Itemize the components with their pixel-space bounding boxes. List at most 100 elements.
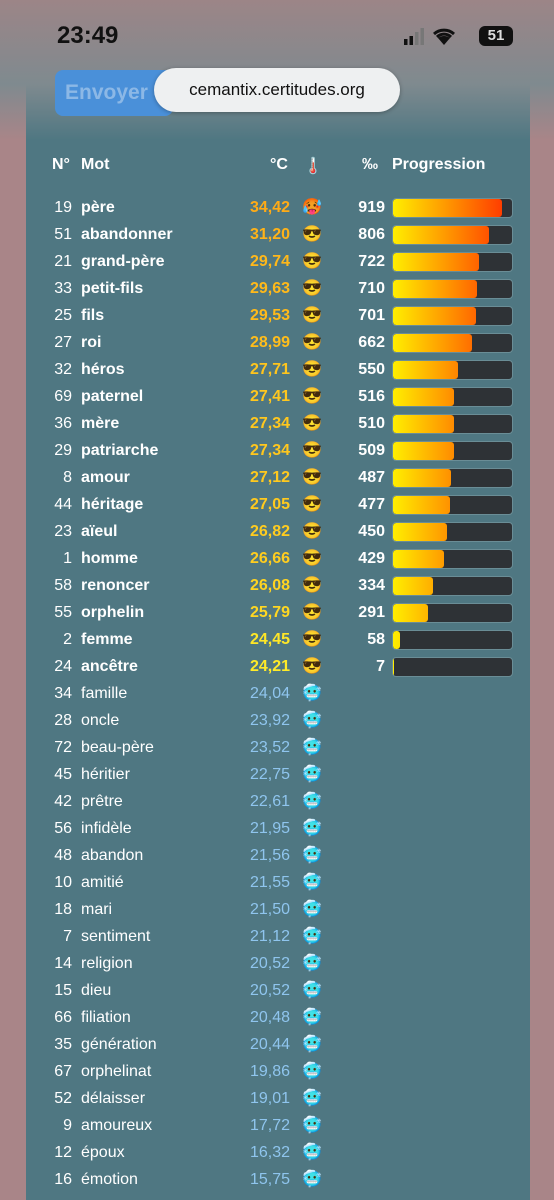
progress-track (392, 468, 513, 488)
progression-value: 429 (358, 550, 385, 567)
temperature: 21,50 (249, 901, 290, 918)
word: renoncer (81, 577, 150, 594)
temperature-emoji: 😎 (302, 550, 322, 567)
temperature: 19,01 (249, 1090, 290, 1107)
temperature-emoji: 🥶 (302, 847, 322, 864)
word: fils (81, 307, 105, 324)
temperature: 16,32 (249, 1144, 290, 1161)
progress-track (392, 387, 513, 407)
progress-bar (393, 415, 454, 433)
temperature: 23,92 (249, 712, 290, 729)
word: famille (81, 685, 128, 702)
temperature-emoji: 🥶 (302, 820, 322, 837)
progress-track (392, 441, 513, 461)
temperature: 20,52 (249, 955, 290, 972)
header-number: N° (52, 156, 70, 173)
row-number: 52 (54, 1090, 72, 1107)
temperature: 27,34 (249, 415, 290, 432)
progress-track (392, 225, 513, 245)
progression-value: 662 (358, 334, 385, 351)
word: religion (81, 955, 133, 972)
send-button[interactable]: Envoyer (55, 70, 173, 116)
temperature: 21,56 (249, 847, 290, 864)
progress-track (392, 198, 513, 218)
temperature: 24,45 (249, 631, 290, 648)
progress-track (392, 333, 513, 353)
temperature-emoji: 🥶 (302, 1063, 322, 1080)
signal-wifi (404, 28, 455, 45)
temperature-emoji: 😎 (302, 469, 322, 486)
row-number: 67 (54, 1063, 72, 1080)
row-number: 36 (54, 415, 72, 432)
temperature: 29,53 (249, 307, 290, 324)
word: délaisser (81, 1090, 146, 1107)
clock: 23:49 (57, 22, 119, 49)
progress-bar (393, 631, 400, 649)
word: petit-fils (81, 280, 144, 297)
word: homme (81, 550, 138, 567)
temperature-emoji: 🥶 (302, 712, 322, 729)
progress-bar (393, 469, 451, 487)
row-number: 42 (54, 793, 72, 810)
progression-value: 291 (358, 604, 385, 621)
word: roi (81, 334, 102, 351)
row-number: 27 (54, 334, 72, 351)
progress-bar (393, 550, 445, 568)
temperature-emoji: 🥶 (302, 955, 322, 972)
temperature: 27,34 (249, 442, 290, 459)
url-bar[interactable]: cemantix.certitudes.org (154, 68, 400, 112)
temperature-emoji: 🥶 (302, 928, 322, 945)
temperature-emoji: 😎 (302, 361, 322, 378)
row-number: 51 (54, 226, 72, 243)
temperature-emoji: 😎 (302, 253, 322, 270)
progression-value: 58 (367, 631, 385, 648)
temperature: 27,12 (249, 469, 290, 486)
progression-value: 806 (358, 226, 385, 243)
header-thermometer: 🌡️ (303, 158, 323, 175)
word: aïeul (81, 523, 118, 540)
row-number: 44 (54, 496, 72, 513)
row-number: 16 (54, 1171, 72, 1188)
temperature-emoji: 😎 (302, 496, 322, 513)
temperature-emoji: 😎 (302, 226, 322, 243)
word: père (81, 199, 115, 216)
temperature-emoji: 😎 (302, 658, 322, 675)
progress-bar (393, 199, 503, 217)
temperature: 22,61 (249, 793, 290, 810)
temperature: 26,66 (249, 550, 290, 567)
progress-track (392, 576, 513, 596)
temperature-emoji: 😎 (302, 334, 322, 351)
row-number: 28 (54, 712, 72, 729)
progress-bar (393, 577, 433, 595)
temperature-emoji: 😎 (302, 604, 322, 621)
word: héros (81, 361, 125, 378)
progress-bar (393, 253, 479, 271)
temperature-emoji: 🥶 (302, 1117, 322, 1134)
word: beau-père (81, 739, 154, 756)
header-permille: ‰ (362, 156, 378, 173)
progression-value: 487 (358, 469, 385, 486)
progress-bar (393, 658, 394, 676)
row-number: 10 (54, 874, 72, 891)
row-number: 69 (54, 388, 72, 405)
word: dieu (81, 982, 112, 999)
temperature-emoji: 🥶 (302, 901, 322, 918)
word: amoureux (81, 1117, 153, 1134)
progress-track (392, 603, 513, 623)
progress-track (392, 522, 513, 542)
word: prêtre (81, 793, 123, 810)
row-number: 25 (54, 307, 72, 324)
temperature: 23,52 (249, 739, 290, 756)
temperature-emoji: 🥶 (302, 1036, 322, 1053)
row-number: 21 (54, 253, 72, 270)
progress-bar (393, 523, 447, 541)
word: amour (81, 469, 130, 486)
header-temp: °C (270, 156, 288, 173)
progression-value: 550 (358, 361, 385, 378)
progress-bar (393, 604, 428, 622)
temperature: 29,74 (249, 253, 290, 270)
row-number: 35 (54, 1036, 72, 1053)
row-number: 23 (54, 523, 72, 540)
temperature-emoji: 🥶 (302, 1144, 322, 1161)
progress-bar (393, 496, 450, 514)
